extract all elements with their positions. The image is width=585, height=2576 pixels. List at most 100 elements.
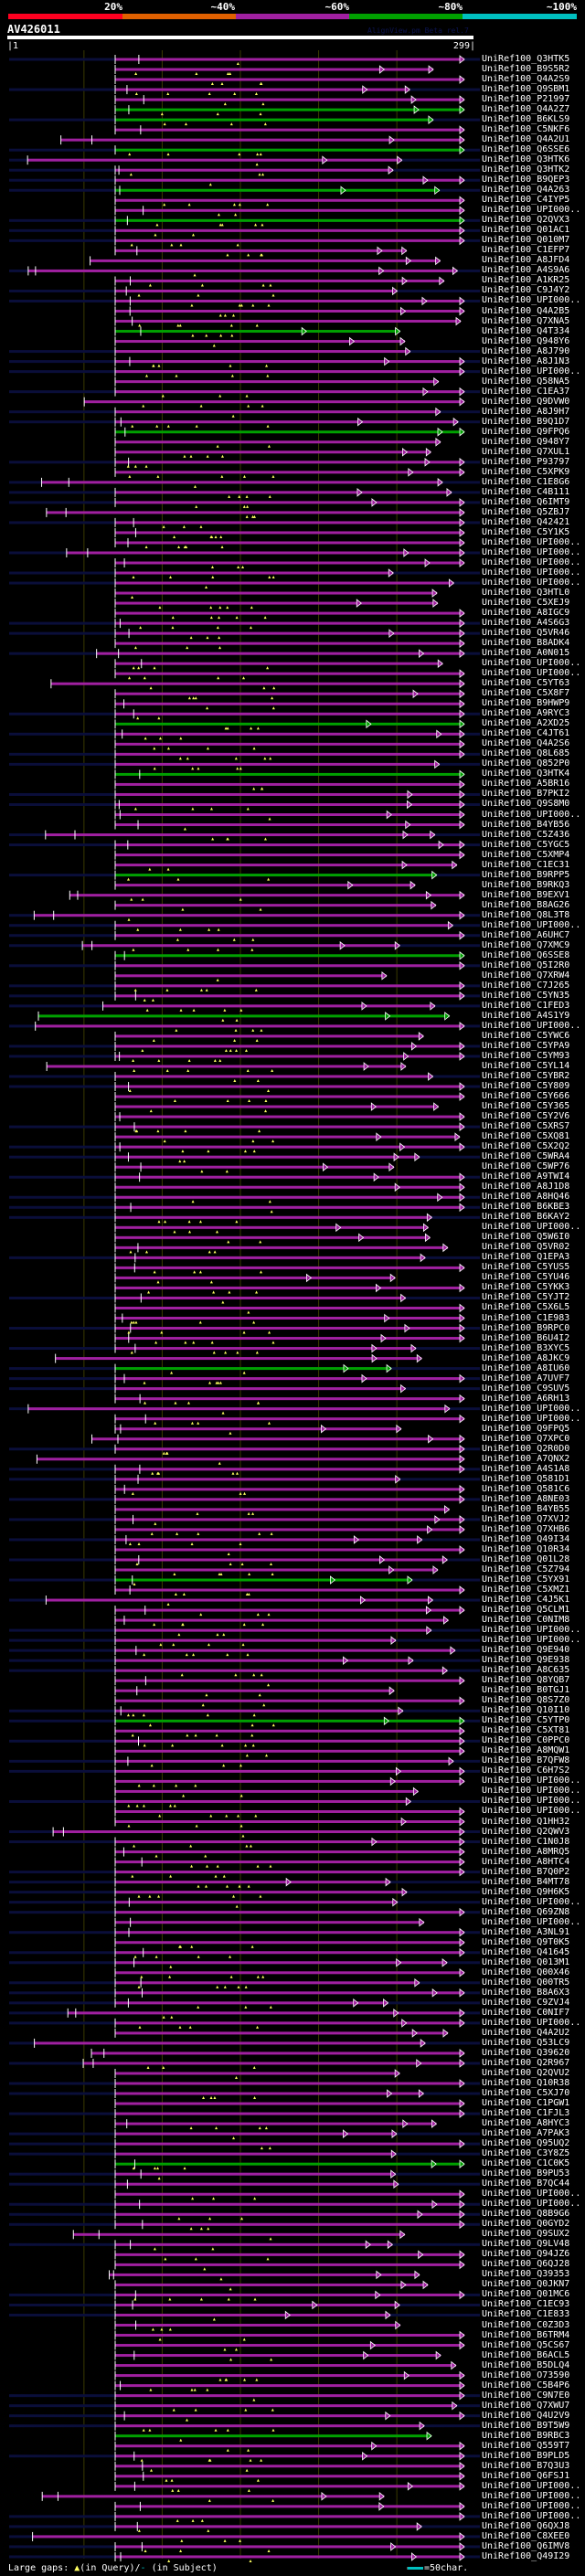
hit-label[interactable]: UniRef100_B6KBE3: [482, 1202, 570, 1213]
hit-label[interactable]: UniRef100_Q9LV48: [482, 2239, 570, 2250]
hit-label[interactable]: UniRef100_B4MT78: [482, 1876, 570, 1887]
hit-label[interactable]: UniRef100_C1EC93: [482, 2299, 570, 2310]
hit-label[interactable]: UniRef100_Q69ZN8: [482, 1906, 570, 1917]
hit-label[interactable]: UniRef100_B8ADK4: [482, 638, 570, 649]
hit-label[interactable]: UniRef100_P21997: [482, 94, 570, 105]
hit-label[interactable]: UniRef100_C1PGW1: [482, 2098, 570, 2109]
hit-label[interactable]: UniRef100_C6H7S2: [482, 1765, 570, 1776]
hit-label[interactable]: UniRef100_Q4A2Z7: [482, 104, 570, 115]
hit-label[interactable]: UniRef100_Q9SBM1: [482, 84, 570, 95]
hit-label[interactable]: UniRef100_C5YTP0: [482, 1715, 570, 1726]
hit-label[interactable]: UniRef100_Q8YQB7: [482, 1675, 570, 1686]
hit-label[interactable]: UniRef100_Q5CS67: [482, 2339, 570, 2350]
hit-label[interactable]: UniRef100_B9RPC0: [482, 1322, 570, 1333]
hit-label[interactable]: UniRef100_Q4A2S9: [482, 74, 570, 85]
hit-label[interactable]: UniRef100_C5XRS7: [482, 1121, 570, 1132]
hit-label[interactable]: UniRef100_C5YWC6: [482, 1030, 570, 1041]
hit-label[interactable]: UniRef100_C5Z794: [482, 1564, 570, 1574]
hit-label[interactable]: UniRef100_Q5VR02: [482, 1242, 570, 1253]
hit-label[interactable]: UniRef100_Q8L685: [482, 748, 570, 759]
hit-label[interactable]: UniRef100_C9J4Y2: [482, 285, 570, 296]
hit-label[interactable]: UniRef100_Q3HTK6: [482, 154, 570, 165]
hit-label[interactable]: UniRef100_A7PAK3: [482, 2128, 570, 2139]
hit-label[interactable]: UniRef100_Q6FSJ1: [482, 2470, 570, 2481]
hit-label[interactable]: UniRef100_Q9E940: [482, 1645, 570, 1656]
hit-label[interactable]: UniRef100_C5YU46: [482, 1272, 570, 1283]
hit-label[interactable]: UniRef100_C5X6L5: [482, 1302, 570, 1313]
hit-label[interactable]: UniRef100_UPI000..: [482, 1786, 581, 1797]
hit-label[interactable]: UniRef100_Q10I10: [482, 1705, 570, 1716]
hit-label[interactable]: UniRef100_B6U4I2: [482, 1332, 570, 1343]
hit-label[interactable]: UniRef100_C4JT61: [482, 728, 570, 739]
hit-label[interactable]: UniRef100_Q9FPQ5: [482, 1423, 570, 1434]
hit-label[interactable]: UniRef100_A8JFD4: [482, 255, 570, 266]
hit-label[interactable]: UniRef100_A8HYC3: [482, 2118, 570, 2129]
hit-label[interactable]: UniRef100_Q7XMC9: [482, 939, 570, 950]
hit-label[interactable]: UniRef100_Q6IMV8: [482, 2540, 570, 2551]
hit-label[interactable]: UniRef100_UPI000..: [482, 2510, 581, 2521]
hit-label[interactable]: UniRef100_Q6QXJ8: [482, 2520, 570, 2531]
hit-label[interactable]: UniRef100_Q3HTK2: [482, 164, 570, 175]
hit-label[interactable]: UniRef100_B7Q3U3: [482, 2460, 570, 2471]
hit-label[interactable]: UniRef100_Q10R38: [482, 2078, 570, 2089]
hit-label[interactable]: UniRef100_Q6QJ28: [482, 2259, 570, 2270]
hit-label[interactable]: UniRef100_B9RBC3: [482, 2430, 570, 2441]
hit-label[interactable]: UniRef100_C5Y365: [482, 1101, 570, 1112]
hit-label[interactable]: UniRef100_A8J1N3: [482, 355, 570, 366]
hit-label[interactable]: UniRef100_Q2R967: [482, 2057, 570, 2068]
hit-label[interactable]: UniRef100_A0N015: [482, 648, 570, 659]
hit-label[interactable]: UniRef100_B9Q1D7: [482, 416, 570, 427]
hit-label[interactable]: UniRef100_UPI000..: [482, 1413, 581, 1424]
hit-label[interactable]: UniRef100_C5Y666: [482, 1091, 570, 1102]
hit-label[interactable]: UniRef100_Q2QWV3: [482, 1826, 570, 1837]
hit-label[interactable]: UniRef100_C5XJ70: [482, 2088, 570, 2099]
hit-label[interactable]: UniRef100_Q7XRW4: [482, 970, 570, 981]
hit-label[interactable]: UniRef100_A1KR25: [482, 275, 570, 286]
hit-label[interactable]: UniRef100_A5BR16: [482, 779, 570, 790]
hit-label[interactable]: UniRef100_Q9H6K5: [482, 1886, 570, 1897]
hit-label[interactable]: UniRef100_C3Y8Z5: [482, 2148, 570, 2159]
hit-label[interactable]: UniRef100_Q9DVW0: [482, 396, 570, 407]
hit-label[interactable]: UniRef100_Q581D1: [482, 1473, 570, 1484]
hit-label[interactable]: UniRef100_C4B111: [482, 486, 570, 497]
hit-label[interactable]: UniRef100_C5X8F7: [482, 688, 570, 699]
hit-label[interactable]: UniRef100_Q4A2S6: [482, 738, 570, 749]
hit-label[interactable]: UniRef100_A7UVF7: [482, 1373, 570, 1383]
hit-label[interactable]: UniRef100_Q013M1: [482, 1956, 570, 1967]
hit-label[interactable]: UniRef100_C5XMZ1: [482, 1585, 570, 1595]
hit-label[interactable]: UniRef100_A6RH13: [482, 1393, 570, 1404]
hit-label[interactable]: UniRef100_Q4U2V9: [482, 2410, 570, 2421]
hit-label[interactable]: UniRef100_A9TWI4: [482, 1171, 570, 1182]
hit-label[interactable]: UniRef100_Q39620: [482, 2047, 570, 2058]
hit-label[interactable]: UniRef100_A8J9H7: [482, 406, 570, 417]
hit-label[interactable]: UniRef100_C5YPA9: [482, 1040, 570, 1051]
hit-label[interactable]: UniRef100_Q3HTL0: [482, 588, 570, 599]
hit-label[interactable]: UniRef100_A8J790: [482, 345, 570, 356]
hit-label[interactable]: UniRef100_UPI000..: [482, 1916, 581, 1927]
hit-label[interactable]: UniRef100_C0Z3D3: [482, 2319, 570, 2330]
hit-label[interactable]: UniRef100_Q010M7: [482, 235, 570, 246]
hit-label[interactable]: UniRef100_B9QEP3: [482, 175, 570, 186]
hit-label[interactable]: UniRef100_Q49I29: [482, 2550, 570, 2561]
hit-label[interactable]: UniRef100_Q7XNA5: [482, 315, 570, 326]
hit-label[interactable]: UniRef100_Q7XHB6: [482, 1523, 570, 1534]
hit-label[interactable]: UniRef100_C5Y809: [482, 1081, 570, 1092]
hit-label[interactable]: UniRef100_UPI000..: [482, 2490, 581, 2501]
hit-label[interactable]: UniRef100_C5WP76: [482, 1161, 570, 1172]
hit-label[interactable]: UniRef100_C9ZVJ4: [482, 1997, 570, 2008]
hit-label[interactable]: UniRef100_UPI000..: [482, 658, 581, 669]
hit-label[interactable]: UniRef100_Q8S7Z0: [482, 1695, 570, 1706]
hit-label[interactable]: UniRef100_B9EXV1: [482, 889, 570, 900]
hit-label[interactable]: UniRef100_Q9SUX2: [482, 2229, 570, 2240]
hit-label[interactable]: UniRef100_Q852P0: [482, 758, 570, 769]
hit-label[interactable]: UniRef100_C5B4P6: [482, 2380, 570, 2390]
hit-label[interactable]: UniRef100_B0TGJ1: [482, 1685, 570, 1696]
hit-label[interactable]: UniRef100_C4IYP5: [482, 195, 570, 206]
hit-label[interactable]: UniRef100_B7QFW8: [482, 1755, 570, 1766]
hit-label[interactable]: UniRef100_Q8L3T8: [482, 909, 570, 920]
hit-label[interactable]: UniRef100_Q5CLM1: [482, 1605, 570, 1616]
hit-label[interactable]: UniRef100_Q0JKN7: [482, 2279, 570, 2290]
hit-label[interactable]: UniRef100_Q5I2R0: [482, 959, 570, 970]
hit-label[interactable]: UniRef100_Q948Y6: [482, 335, 570, 346]
hit-label[interactable]: UniRef100_UPI000..: [482, 295, 581, 306]
